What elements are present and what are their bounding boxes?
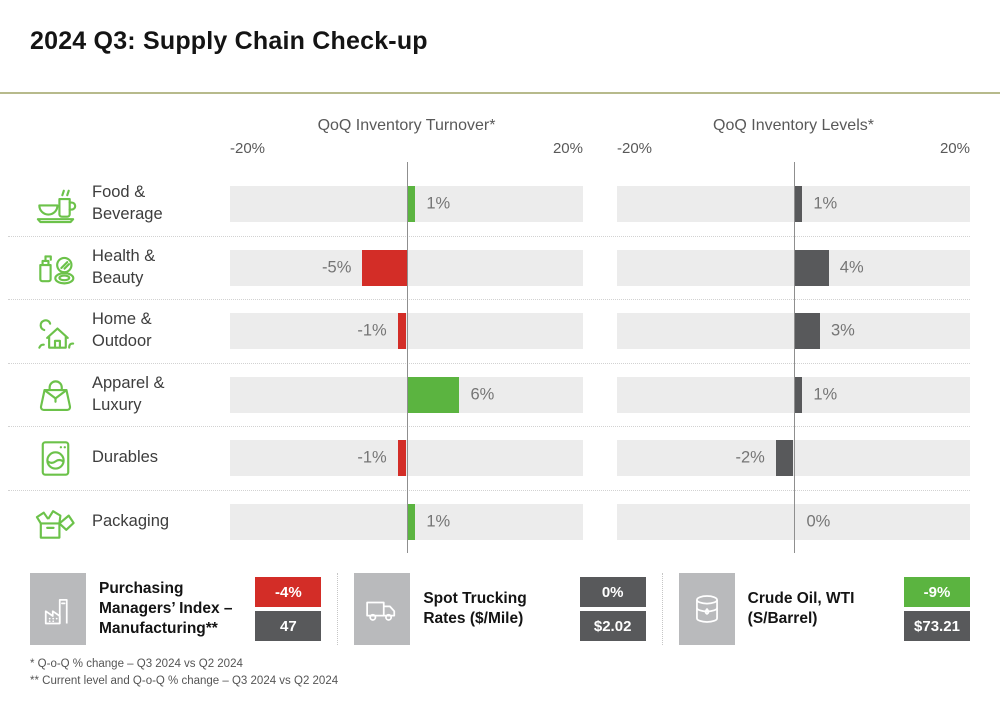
zero-axis-line-turnover (406, 162, 408, 553)
packaging-icon (35, 510, 75, 539)
bar (406, 503, 416, 540)
kpi-badges: -4% 47 (255, 577, 322, 641)
bar-value-label: 0% (806, 512, 831, 531)
header-spacer (30, 117, 230, 157)
durables-icon (41, 441, 70, 476)
category-label: Packaging (92, 511, 170, 530)
bar-value-label: 6% (470, 385, 495, 404)
bar-value-label: -1% (357, 321, 387, 340)
category-row: Food & Beverage 1% 1% (8, 172, 970, 236)
category-icon (32, 435, 79, 482)
kpi-label: Crude Oil, WTI (S/Barrel) (747, 589, 855, 627)
factory-icon (44, 598, 68, 625)
bar-value-label: -2% (735, 448, 765, 467)
category-cell: Packaging (8, 498, 230, 545)
bar-value-label: 1% (426, 512, 451, 531)
footnote-1: * Q-o-Q % change – Q3 2024 vs Q2 2024 (30, 658, 243, 670)
bar-value-label: 3% (830, 321, 855, 340)
kpi-badges: 0% $2.02 (579, 577, 646, 641)
category-label: Apparel & Luxury (92, 373, 165, 414)
category-row: Packaging 1% 0% (8, 489, 970, 554)
category-cell: Health & Beauty (8, 244, 230, 291)
oil-barrel-icon (695, 595, 718, 623)
bar (793, 249, 829, 286)
category-cell: Home & Outdoor (8, 308, 230, 355)
footnote-2: ** Current level and Q-o-Q % change – Q3… (30, 674, 339, 687)
home-outdoor-icon (38, 318, 75, 349)
kpi-value-badge: 0% (579, 577, 646, 607)
kpi-icon-box (678, 573, 735, 645)
truck-icon (366, 601, 396, 621)
bar-value-label: -5% (322, 258, 352, 277)
bar (397, 313, 407, 350)
axis-min-label-turnover: -20% (230, 140, 266, 157)
bar (793, 313, 820, 350)
bar-value-label: 1% (813, 194, 838, 213)
bar-value-label: 4% (839, 258, 864, 277)
category-cell: Durables (8, 435, 230, 482)
kpi-value-badge: -9% (903, 577, 970, 607)
kpi-section: Purchasing Managers’ Index – Manufacturi… (30, 573, 970, 645)
axis-max-label-levels: 20% (939, 140, 970, 157)
category-icon (32, 180, 79, 227)
category-icon (32, 308, 79, 355)
apparel-luxury-icon (39, 380, 72, 412)
footnotes: * Q-o-Q % change – Q3 2024 vs Q2 2024 **… (30, 656, 338, 689)
bar (793, 376, 803, 413)
category-label: Health & Beauty (92, 246, 156, 287)
kpi-value-badge: 47 (255, 611, 322, 641)
chart-header-turnover: QoQ Inventory Turnover* -20% 20% (230, 117, 583, 157)
title-divider (0, 92, 1000, 94)
header-gap (583, 117, 617, 157)
category-row: Home & Outdoor -1% 3% (8, 299, 970, 363)
category-row: Health & Beauty -5% 4% (8, 235, 970, 300)
chart-title-levels: QoQ Inventory Levels* (713, 117, 874, 134)
chart-title-turnover: QoQ Inventory Turnover* (317, 117, 496, 134)
category-cell: Apparel & Luxury (8, 371, 230, 418)
bar (397, 440, 407, 477)
chart-headers: QoQ Inventory Turnover* -20% 20% QoQ Inv… (30, 117, 970, 157)
kpi-card: Purchasing Managers’ Index – Manufacturi… (30, 573, 337, 645)
category-label: Durables (92, 448, 159, 467)
bar (793, 185, 803, 222)
kpi-value-badge: $2.02 (579, 611, 646, 641)
kpi-icon-box (30, 573, 86, 645)
bar-value-label: 1% (426, 194, 451, 213)
bar-value-label: -1% (357, 448, 387, 467)
zero-axis-line-levels (793, 162, 795, 553)
health-beauty-icon (39, 255, 75, 285)
category-icon (32, 498, 79, 545)
category-icon (32, 244, 79, 291)
bar (406, 376, 460, 413)
category-label: Food & Beverage (92, 182, 163, 223)
kpi-card: Spot Trucking Rates ($/Mile) 0% $2.02 (337, 573, 661, 645)
chart-header-levels: QoQ Inventory Levels* -20% 20% (617, 117, 970, 157)
kpi-label: Spot Trucking Rates ($/Mile) (423, 589, 527, 627)
kpi-value-badge: $73.21 (903, 611, 970, 641)
category-label: Home & Outdoor (92, 310, 152, 351)
category-cell: Food & Beverage (8, 180, 230, 227)
bar (406, 185, 416, 222)
category-rows: Food & Beverage 1% 1% Health & Beauty -5… (8, 162, 970, 554)
kpi-badges: -9% $73.21 (903, 577, 970, 641)
kpi-value-badge: -4% (255, 577, 322, 607)
food-beverage-icon (36, 189, 77, 224)
kpi-card: Crude Oil, WTI (S/Barrel) -9% $73.21 (661, 573, 970, 645)
category-icon (32, 371, 79, 418)
kpi-icon-box (354, 573, 411, 645)
category-row: Apparel & Luxury 6% 1% (8, 362, 970, 427)
axis-min-label-levels: -20% (617, 140, 653, 157)
kpi-label: Purchasing Managers’ Index – Manufacturi… (99, 579, 233, 638)
bar (362, 249, 407, 286)
bar (775, 440, 794, 477)
page-title: 2024 Q3: Supply Chain Check-up (30, 27, 428, 55)
bar-value-label: 1% (813, 385, 838, 404)
axis-max-label-turnover: 20% (552, 140, 583, 157)
category-row: Durables -1% -2% (8, 426, 970, 490)
